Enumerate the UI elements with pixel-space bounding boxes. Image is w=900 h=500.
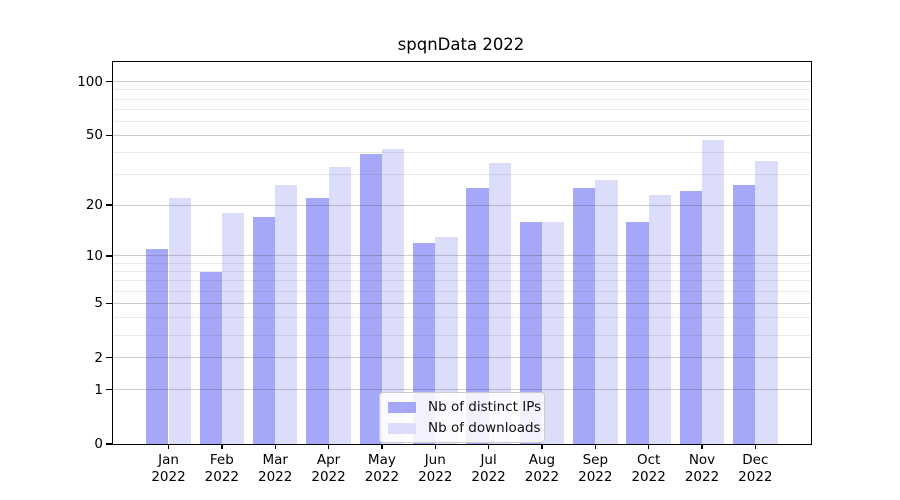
- y-tick-label-1: 1: [94, 381, 103, 398]
- x-tick-label-sep-2022: Sep 2022: [578, 452, 613, 485]
- legend: Nb of distinct IPs Nb of downloads: [379, 392, 545, 443]
- y-gridline-major-100: [113, 81, 811, 83]
- y-tick-2: [106, 357, 113, 359]
- y-gridline-minor-7: [113, 280, 811, 282]
- y-tick-label-50: 50: [85, 127, 103, 144]
- x-tick-label-mar-2022: Mar 2022: [258, 452, 293, 485]
- chart-title: spqnData 2022: [397, 35, 525, 54]
- x-tick-jun-2022: [434, 444, 436, 449]
- bar-downloads-may-2022: [381, 148, 405, 444]
- x-tick-label-dec-2022: Dec 2022: [738, 452, 773, 485]
- y-gridline-minor-6: [113, 290, 811, 292]
- legend-entry-downloads: Nb of downloads: [388, 420, 541, 436]
- y-tick-5: [106, 302, 113, 305]
- x-tick-label-jun-2022: Jun 2022: [418, 452, 453, 485]
- y-tick-20: [106, 204, 113, 206]
- bar-downloads-mar-2022: [275, 185, 298, 444]
- bar-downloads-jul-2022: [488, 162, 511, 444]
- plot-area: Nb of distinct IPs Nb of downloads 100 50…: [77, 61, 812, 485]
- y-gridline-minor-60: [113, 120, 811, 122]
- x-tick-label-oct-2022: Oct 2022: [631, 452, 666, 485]
- x-tick-nov-2022: [701, 444, 703, 449]
- y-gridline-major-20: [113, 204, 811, 206]
- legend-label-downloads: Nb of downloads: [428, 420, 541, 436]
- bar-ips-aug-2022: [519, 221, 542, 444]
- bar-downloads-feb-2022: [221, 212, 245, 444]
- y-tick-label-100: 100: [77, 73, 103, 90]
- y-tick-label-10: 10: [85, 247, 103, 264]
- x-tick-jul-2022: [487, 444, 490, 449]
- legend-entry-ips: Nb of distinct IPs: [388, 399, 541, 415]
- y-gridline-minor-9: [113, 262, 811, 264]
- y-gridline-major-10: [113, 255, 811, 257]
- bar-downloads-sep-2022: [595, 179, 618, 444]
- x-tick-label-apr-2022: Apr 2022: [311, 452, 346, 485]
- y-gridline-minor-40: [113, 152, 811, 154]
- bar-downloads-jan-2022: [168, 197, 191, 444]
- legend-label-distinct-ips: Nb of distinct IPs: [428, 399, 542, 415]
- bar-ips-feb-2022: [199, 271, 222, 444]
- y-tick-label-5: 5: [94, 295, 103, 312]
- y-gridline-major-50: [113, 134, 811, 136]
- bar-ips-apr-2022: [306, 197, 329, 444]
- y-tick-label-0: 0: [94, 436, 103, 452]
- x-tick-label-may-2022: May 2022: [364, 452, 400, 485]
- x-tick-feb-2022: [221, 444, 223, 449]
- y-gridline-minor-70: [113, 108, 811, 110]
- y-tick-10: [106, 255, 113, 257]
- y-gridline-minor-3: [113, 334, 811, 336]
- bar-ips-mar-2022: [252, 217, 276, 444]
- y-gridline-minor-30: [113, 174, 811, 175]
- y-gridline-major-2: [113, 357, 811, 359]
- x-tick-label-aug-2022: Aug 2022: [524, 452, 560, 485]
- bar-downloads-apr-2022: [328, 167, 351, 444]
- bar-ips-nov-2022: [679, 191, 702, 444]
- bar-ips-jan-2022: [146, 248, 169, 444]
- y-tick-label-20: 20: [85, 197, 103, 214]
- x-tick-mar-2022: [274, 444, 276, 449]
- y-tick-100: [106, 81, 113, 83]
- bar-downloads-dec-2022: [755, 160, 778, 444]
- x-tick-label-nov-2022: Nov 2022: [684, 452, 720, 485]
- bar-ips-dec-2022: [733, 185, 756, 444]
- x-tick-label-jul-2022: Jul 2022: [471, 452, 506, 485]
- bar-ips-jul-2022: [466, 188, 489, 444]
- y-gridline-minor-8: [113, 271, 811, 273]
- x-tick-jan-2022: [167, 444, 170, 449]
- y-tick-0: [106, 443, 113, 445]
- x-tick-sep-2022: [594, 444, 596, 449]
- y-gridline-minor-4: [113, 317, 811, 319]
- bar-downloads-oct-2022: [648, 194, 671, 444]
- bar-ips-sep-2022: [573, 188, 596, 444]
- y-gridline-minor-90: [113, 89, 811, 91]
- bar-downloads-nov-2022: [702, 140, 725, 444]
- y-tick-label-2: 2: [94, 349, 103, 366]
- bar-ips-oct-2022: [626, 221, 649, 444]
- y-gridline-minor-80: [113, 98, 811, 100]
- y-gridline-major-1: [113, 389, 811, 391]
- x-tick-label-jan-2022: Jan 2022: [151, 452, 186, 485]
- x-tick-oct-2022: [647, 444, 650, 449]
- y-gridline-major-5: [113, 302, 811, 304]
- x-tick-dec-2022: [754, 444, 757, 449]
- x-tick-aug-2022: [541, 444, 543, 449]
- y-tick-1: [106, 388, 113, 391]
- x-tick-apr-2022: [327, 444, 330, 449]
- legend-swatch-distinct-ips: [388, 401, 416, 413]
- legend-swatch-downloads: [388, 422, 416, 434]
- x-tick-label-feb-2022: Feb 2022: [204, 452, 240, 485]
- x-tick-may-2022: [381, 444, 383, 449]
- bar-ips-may-2022: [359, 154, 382, 444]
- bar-downloads-aug-2022: [541, 221, 565, 444]
- y-tick-50: [106, 134, 113, 137]
